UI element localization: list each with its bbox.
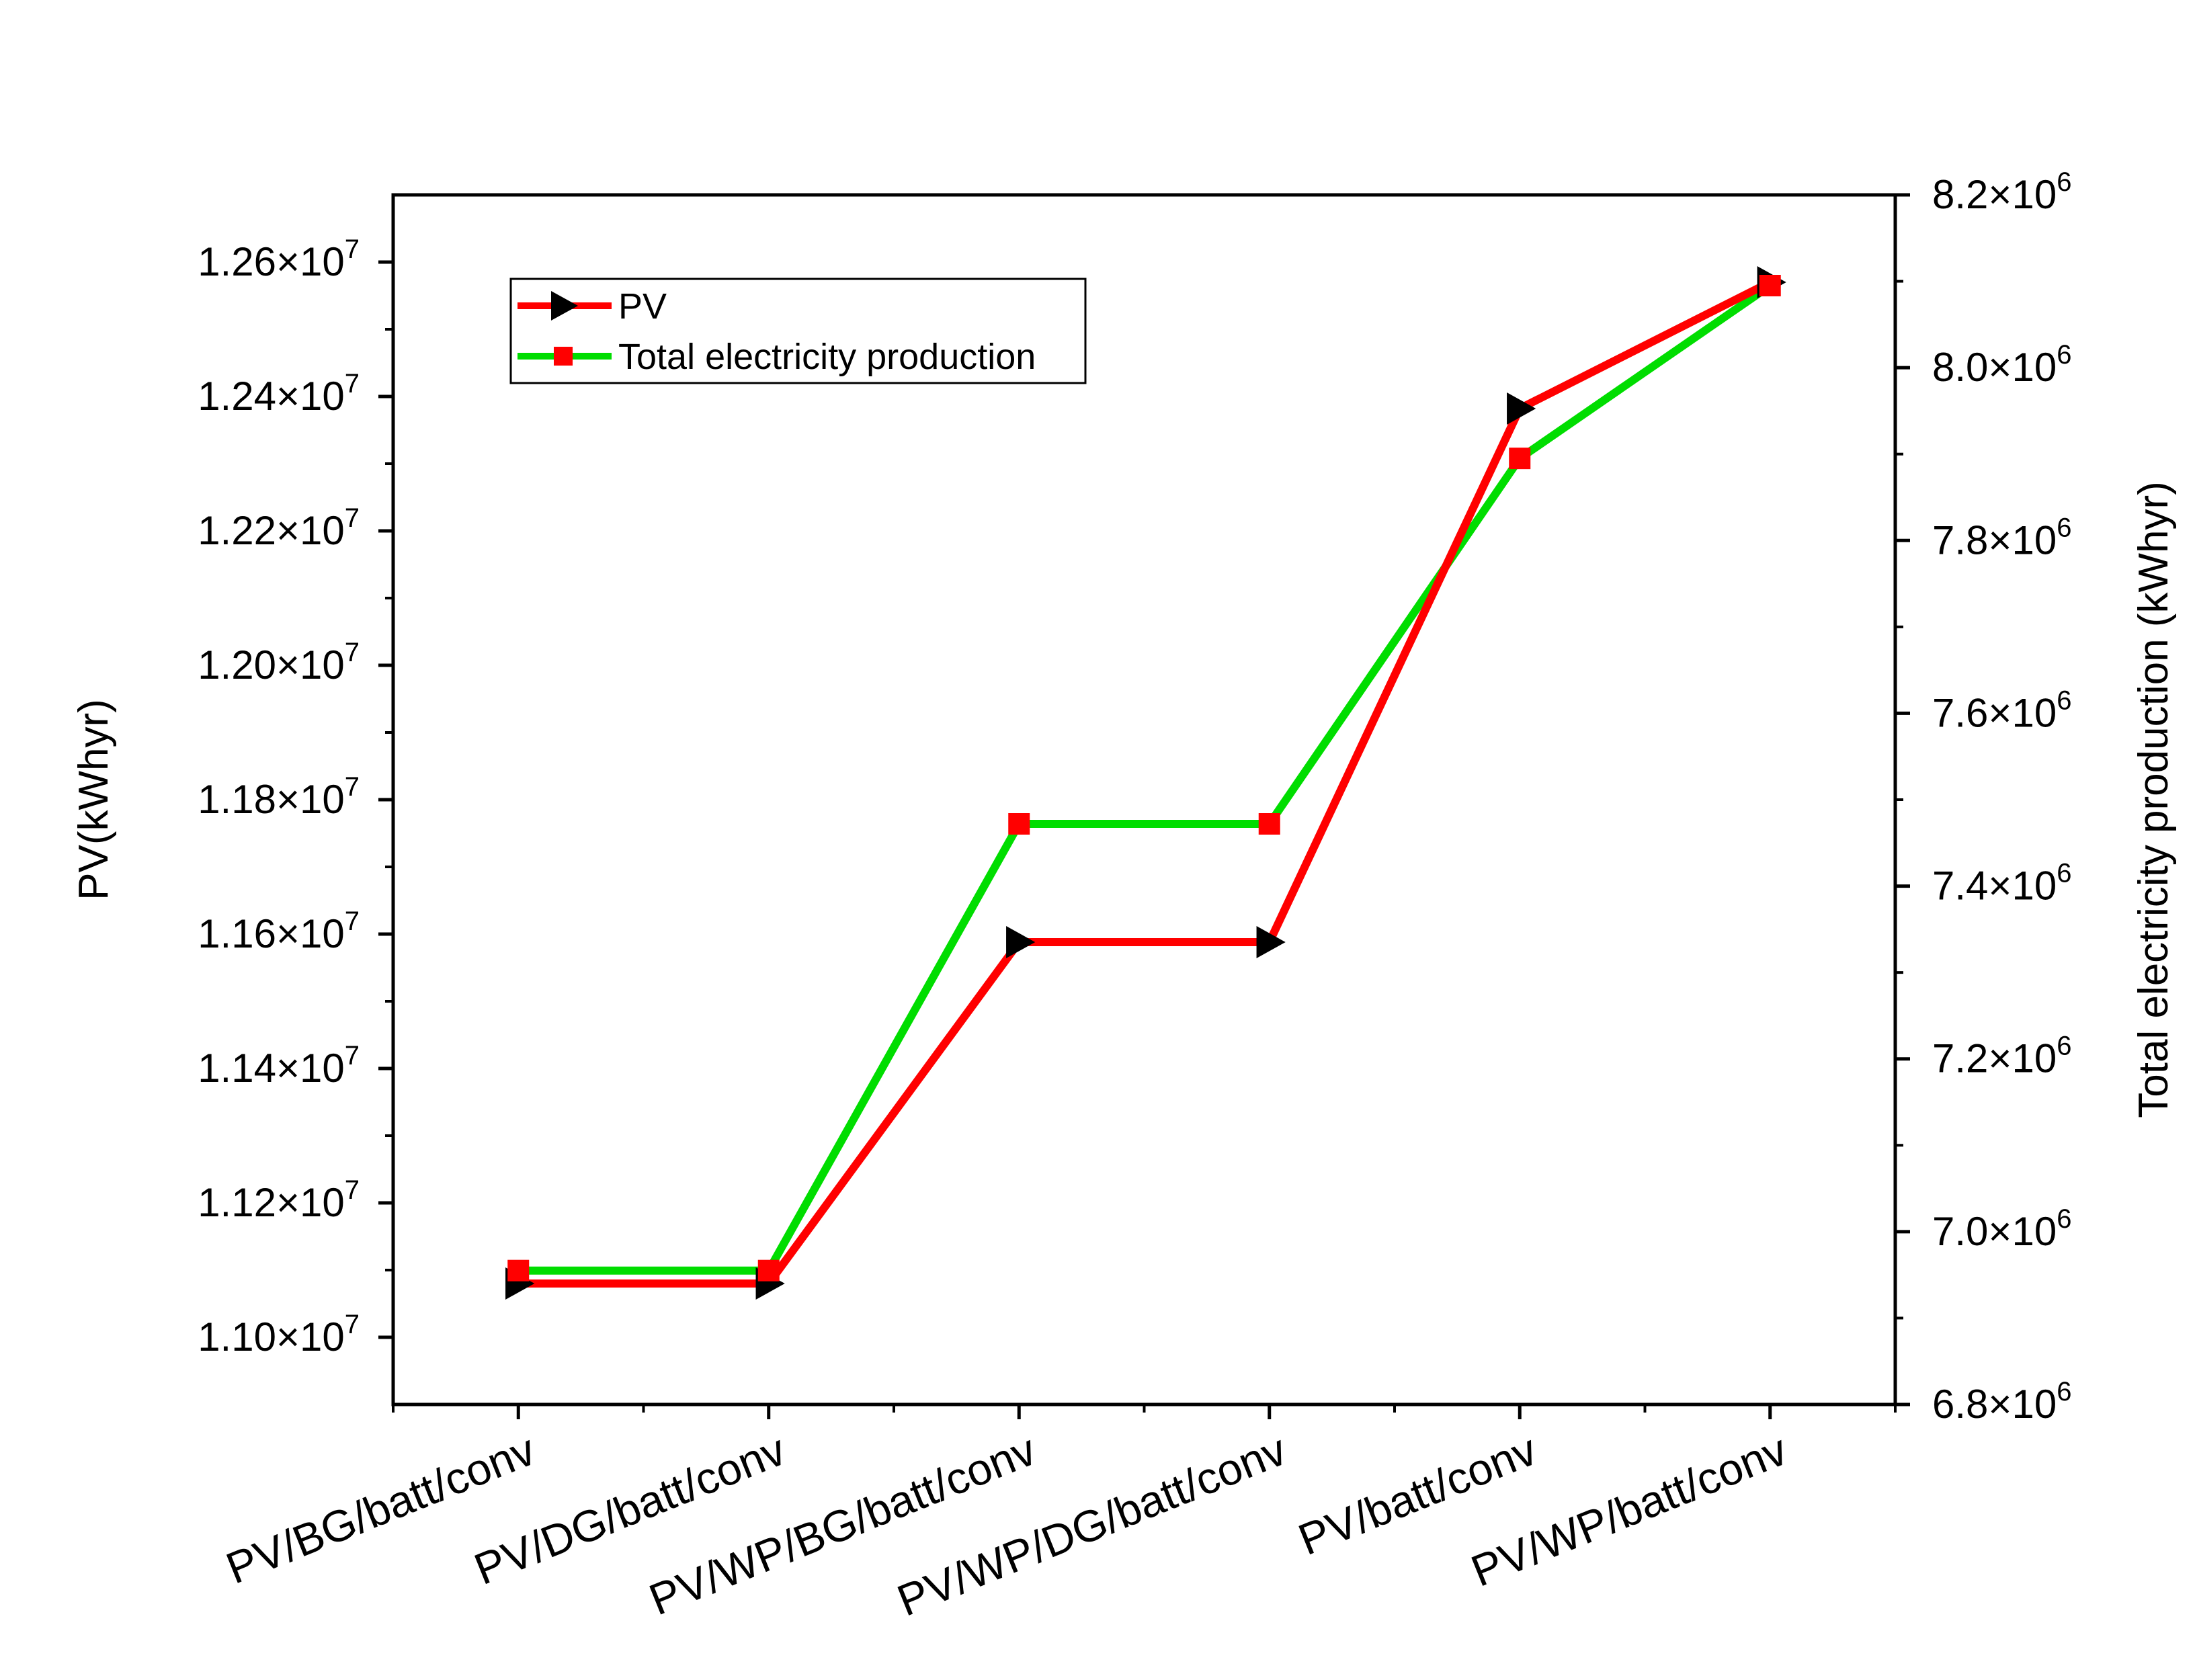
legend-total-label: Total electricity production [618,337,1036,377]
left-tick-label: 1.12×107 [198,1175,360,1225]
right-tick-label: 7.2×106 [1932,1032,2071,1081]
right-tick-label: 7.0×106 [1932,1204,2071,1254]
total-electricity-line [518,282,1773,1275]
right-tick-label: 8.0×106 [1932,340,2071,390]
right-tick-label: 7.8×106 [1932,513,2071,562]
total-electricity-marker [507,1259,530,1282]
right-tick-label: 8.2×106 [1932,167,2071,217]
total-electricity-marker [1258,813,1280,835]
left-tick-label: 1.10×107 [198,1310,360,1359]
pv-marker [1006,926,1036,958]
total-electricity-marker [1008,813,1030,835]
left-axis-title: PV(kWhyr) [71,699,117,900]
total-electricity-marker [757,1259,780,1282]
right-y-axis: 6.8×106 7.0×106 7.2×106 7.4×106 7.6×106 7.8×1… [1895,167,2177,1427]
left-tick-label: 1.18×107 [198,772,360,822]
series-layer [505,266,1786,1300]
legend-box [509,278,1087,384]
left-tick-label: 1.26×107 [198,235,360,284]
pv-line [518,278,1772,1288]
left-tick-label: 1.24×107 [198,369,360,419]
legend-pv-marker [551,291,578,321]
x-axis: PV/BG/batt/convPV/DG/batt/convPV/WP/BG/b… [219,1404,1897,1626]
left-tick-label: 1.14×107 [198,1041,360,1091]
legend: PV Total electricity production [509,278,1087,384]
right-axis-title: Total electricity production (kWhyr) [2130,481,2177,1118]
left-tick-label: 1.20×107 [198,638,360,687]
left-y-axis: 1.10×107 1.12×107 1.14×107 1.16×107 1.18×107… [71,235,393,1359]
left-tick-label: 1.22×107 [198,503,360,553]
total-electricity-marker [1759,275,1781,296]
legend-pv-label: PV [618,286,667,327]
left-tick-label: 1.16×107 [198,907,360,956]
right-tick-label: 7.6×106 [1932,685,2071,735]
total-electricity-marker [1509,448,1531,470]
right-tick-label: 7.4×106 [1932,859,2071,909]
legend-total-marker [554,347,573,366]
pv-marker [1507,392,1536,425]
pv-marker [1256,926,1286,958]
right-tick-label: 6.8×106 [1932,1377,2071,1427]
